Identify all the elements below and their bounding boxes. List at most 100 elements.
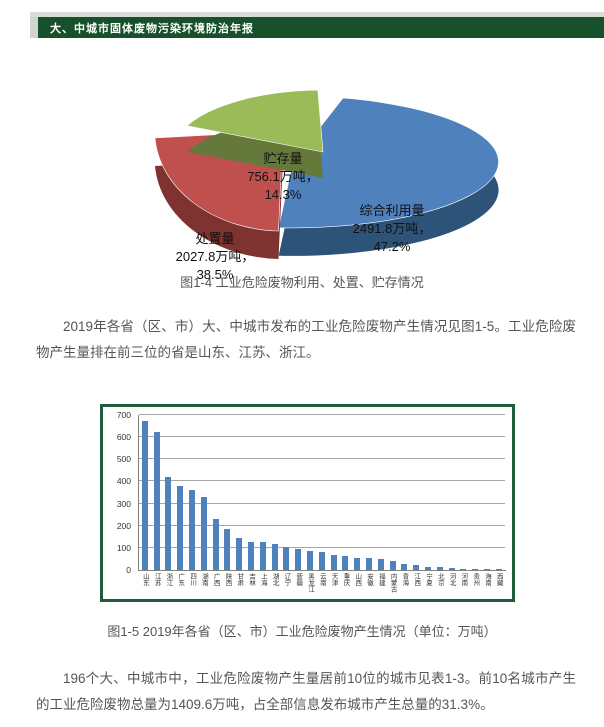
bar-广东: [177, 486, 184, 570]
y-tick-label-600: 600: [116, 432, 131, 443]
body-paragraph-2: 196个大、中城市中，工业危险废物产生量居前10位的城市见表1-3。前10名城市…: [36, 671, 576, 712]
bar-天津: [330, 554, 337, 570]
x-label-黑龙江: 黑龙江: [306, 573, 314, 593]
bar-湖北: [271, 544, 278, 570]
x-label-四川: 四川: [188, 573, 196, 586]
pie-chart-3d: [154, 89, 499, 259]
bar-新疆: [295, 549, 302, 570]
pie-label-storage-pct: 14.3%: [264, 187, 302, 202]
pie-label-disposal-qty: 2027.8万吨，: [175, 249, 255, 264]
bar-chart-figure: 700 600 500 400 300 200 100 0 山东 江苏 浙江 广东 四川 湖南 广西 陕西甘…: [100, 404, 515, 602]
x-label-浙江: 浙江: [164, 573, 172, 586]
gridline-300: [139, 502, 505, 504]
bar-chart-y-axis: 700 600 500 400 300 200 100 0: [107, 410, 135, 575]
x-label-上海: 上海: [259, 573, 267, 586]
gridline-400: [139, 480, 505, 482]
pie-slice-utilization: [278, 97, 499, 229]
x-label-广东: 广东: [176, 573, 184, 586]
gridline-500: [139, 458, 505, 460]
bar-内蒙古: [389, 560, 396, 570]
x-label-西藏: 西藏: [495, 573, 503, 586]
x-label-广西: 广西: [212, 573, 220, 586]
x-label-吉林: 吉林: [247, 573, 255, 586]
gridline-600: [139, 436, 505, 438]
pie-label-disposal-name: 处置量: [195, 231, 235, 246]
pie-label-storage: 贮存量 756.1万吨， 14.3%: [213, 150, 353, 204]
bar-上海: [259, 542, 266, 570]
bar-北京: [436, 567, 443, 570]
x-label-云南: 云南: [318, 573, 326, 586]
x-label-福建: 福建: [377, 573, 385, 586]
pie-label-disposal: 处置量 2027.8万吨， 38.5%: [145, 230, 285, 284]
x-label-江苏: 江苏: [153, 573, 161, 586]
bar-河北: [448, 568, 455, 570]
bar-福建: [377, 558, 384, 570]
gridline-200: [139, 524, 505, 526]
bar-山东: [141, 420, 148, 570]
y-tick-label-500: 500: [116, 454, 131, 465]
pie-slice-storage: [186, 89, 324, 153]
pie-chart-figure: 贮存量 756.1万吨， 14.3% 综合利用量 2491.8万吨， 47.2%…: [0, 70, 604, 282]
bar-chart-plot-area: [138, 414, 506, 571]
top-divider-strip: [30, 12, 604, 17]
bar-series: [139, 415, 505, 570]
pie-label-utilization: 综合利用量 2491.8万吨， 47.2%: [322, 202, 462, 256]
x-axis-line: [138, 570, 506, 571]
bar-山西: [354, 557, 361, 570]
x-label-河南: 河南: [459, 573, 467, 586]
x-label-安徽: 安徽: [365, 573, 373, 586]
x-label-辽宁: 辽宁: [282, 573, 290, 586]
y-axis-line: [138, 415, 139, 571]
figure-1-4-caption: 图1-4 工业危险废物利用、处置、贮存情况: [180, 275, 424, 290]
bar-湖南: [200, 496, 207, 570]
figure-1-5-caption: 图1-5 2019年各省（区、市）工业危险废物产生情况（单位：万吨）: [107, 624, 497, 639]
bar-江西: [413, 565, 420, 570]
y-tick-label-300: 300: [116, 498, 131, 509]
x-label-山西: 山西: [353, 573, 361, 586]
x-label-贵州: 贵州: [471, 573, 479, 586]
x-label-山东: 山东: [141, 573, 149, 586]
x-label-陕西: 陕西: [223, 573, 231, 586]
bar-黑龙江: [307, 550, 314, 570]
x-label-重庆: 重庆: [341, 573, 349, 586]
bar-四川: [189, 489, 196, 570]
x-label-江西: 江西: [412, 573, 420, 586]
bar-青海: [401, 564, 408, 570]
bar-云南: [318, 552, 325, 570]
bar-海南: [484, 569, 490, 570]
section-header-bar: 大、中城市固体废物污染环境防治年报: [38, 17, 604, 38]
pie-label-utilization-name: 综合利用量: [359, 203, 425, 218]
section-header-title: 大、中城市固体废物污染环境防治年报: [50, 22, 254, 35]
x-label-湖南: 湖南: [200, 573, 208, 586]
pie-label-utilization-pct: 47.2%: [373, 239, 411, 254]
x-label-甘肃: 甘肃: [235, 573, 243, 586]
x-label-湖北: 湖北: [271, 573, 279, 586]
bar-河南: [460, 568, 467, 570]
x-label-天津: 天津: [330, 573, 338, 586]
x-label-青海: 青海: [400, 573, 408, 586]
y-tick-label-700: 700: [116, 410, 131, 420]
bar-江苏: [153, 432, 160, 570]
gridline-100: [139, 546, 505, 548]
body-paragraph-1: 2019年各省（区、市）大、中城市发布的工业危险废物产生情况见图1-5。工业危险…: [36, 319, 576, 360]
bar-浙江: [165, 477, 172, 570]
x-label-北京: 北京: [436, 573, 444, 586]
bar-重庆: [342, 555, 349, 570]
bar-宁夏: [425, 566, 432, 570]
bar-辽宁: [283, 546, 290, 570]
bar-西藏: [495, 569, 502, 570]
gridline-700: [139, 414, 505, 415]
y-tick-label-100: 100: [116, 542, 131, 553]
y-tick-label-0: 0: [126, 565, 131, 575]
y-tick-label-400: 400: [116, 476, 131, 487]
bar-chart-x-axis: 山东 江苏 浙江 广东 四川 湖南 广西 陕西 甘肃 吉林 上海 湖北 辽宁 新疆 黑龙江 云南 天津 重庆 山西安…: [139, 573, 505, 593]
pie-label-storage-qty: 756.1万吨，: [247, 169, 319, 184]
x-label-内蒙古: 内蒙古: [389, 573, 397, 593]
pie-label-storage-name: 贮存量: [263, 151, 303, 166]
bar-广西: [212, 518, 219, 570]
bar-贵州: [472, 569, 479, 570]
header-left-tab: [30, 17, 38, 38]
x-label-河北: 河北: [448, 573, 456, 586]
x-label-新疆: 新疆: [294, 573, 302, 586]
